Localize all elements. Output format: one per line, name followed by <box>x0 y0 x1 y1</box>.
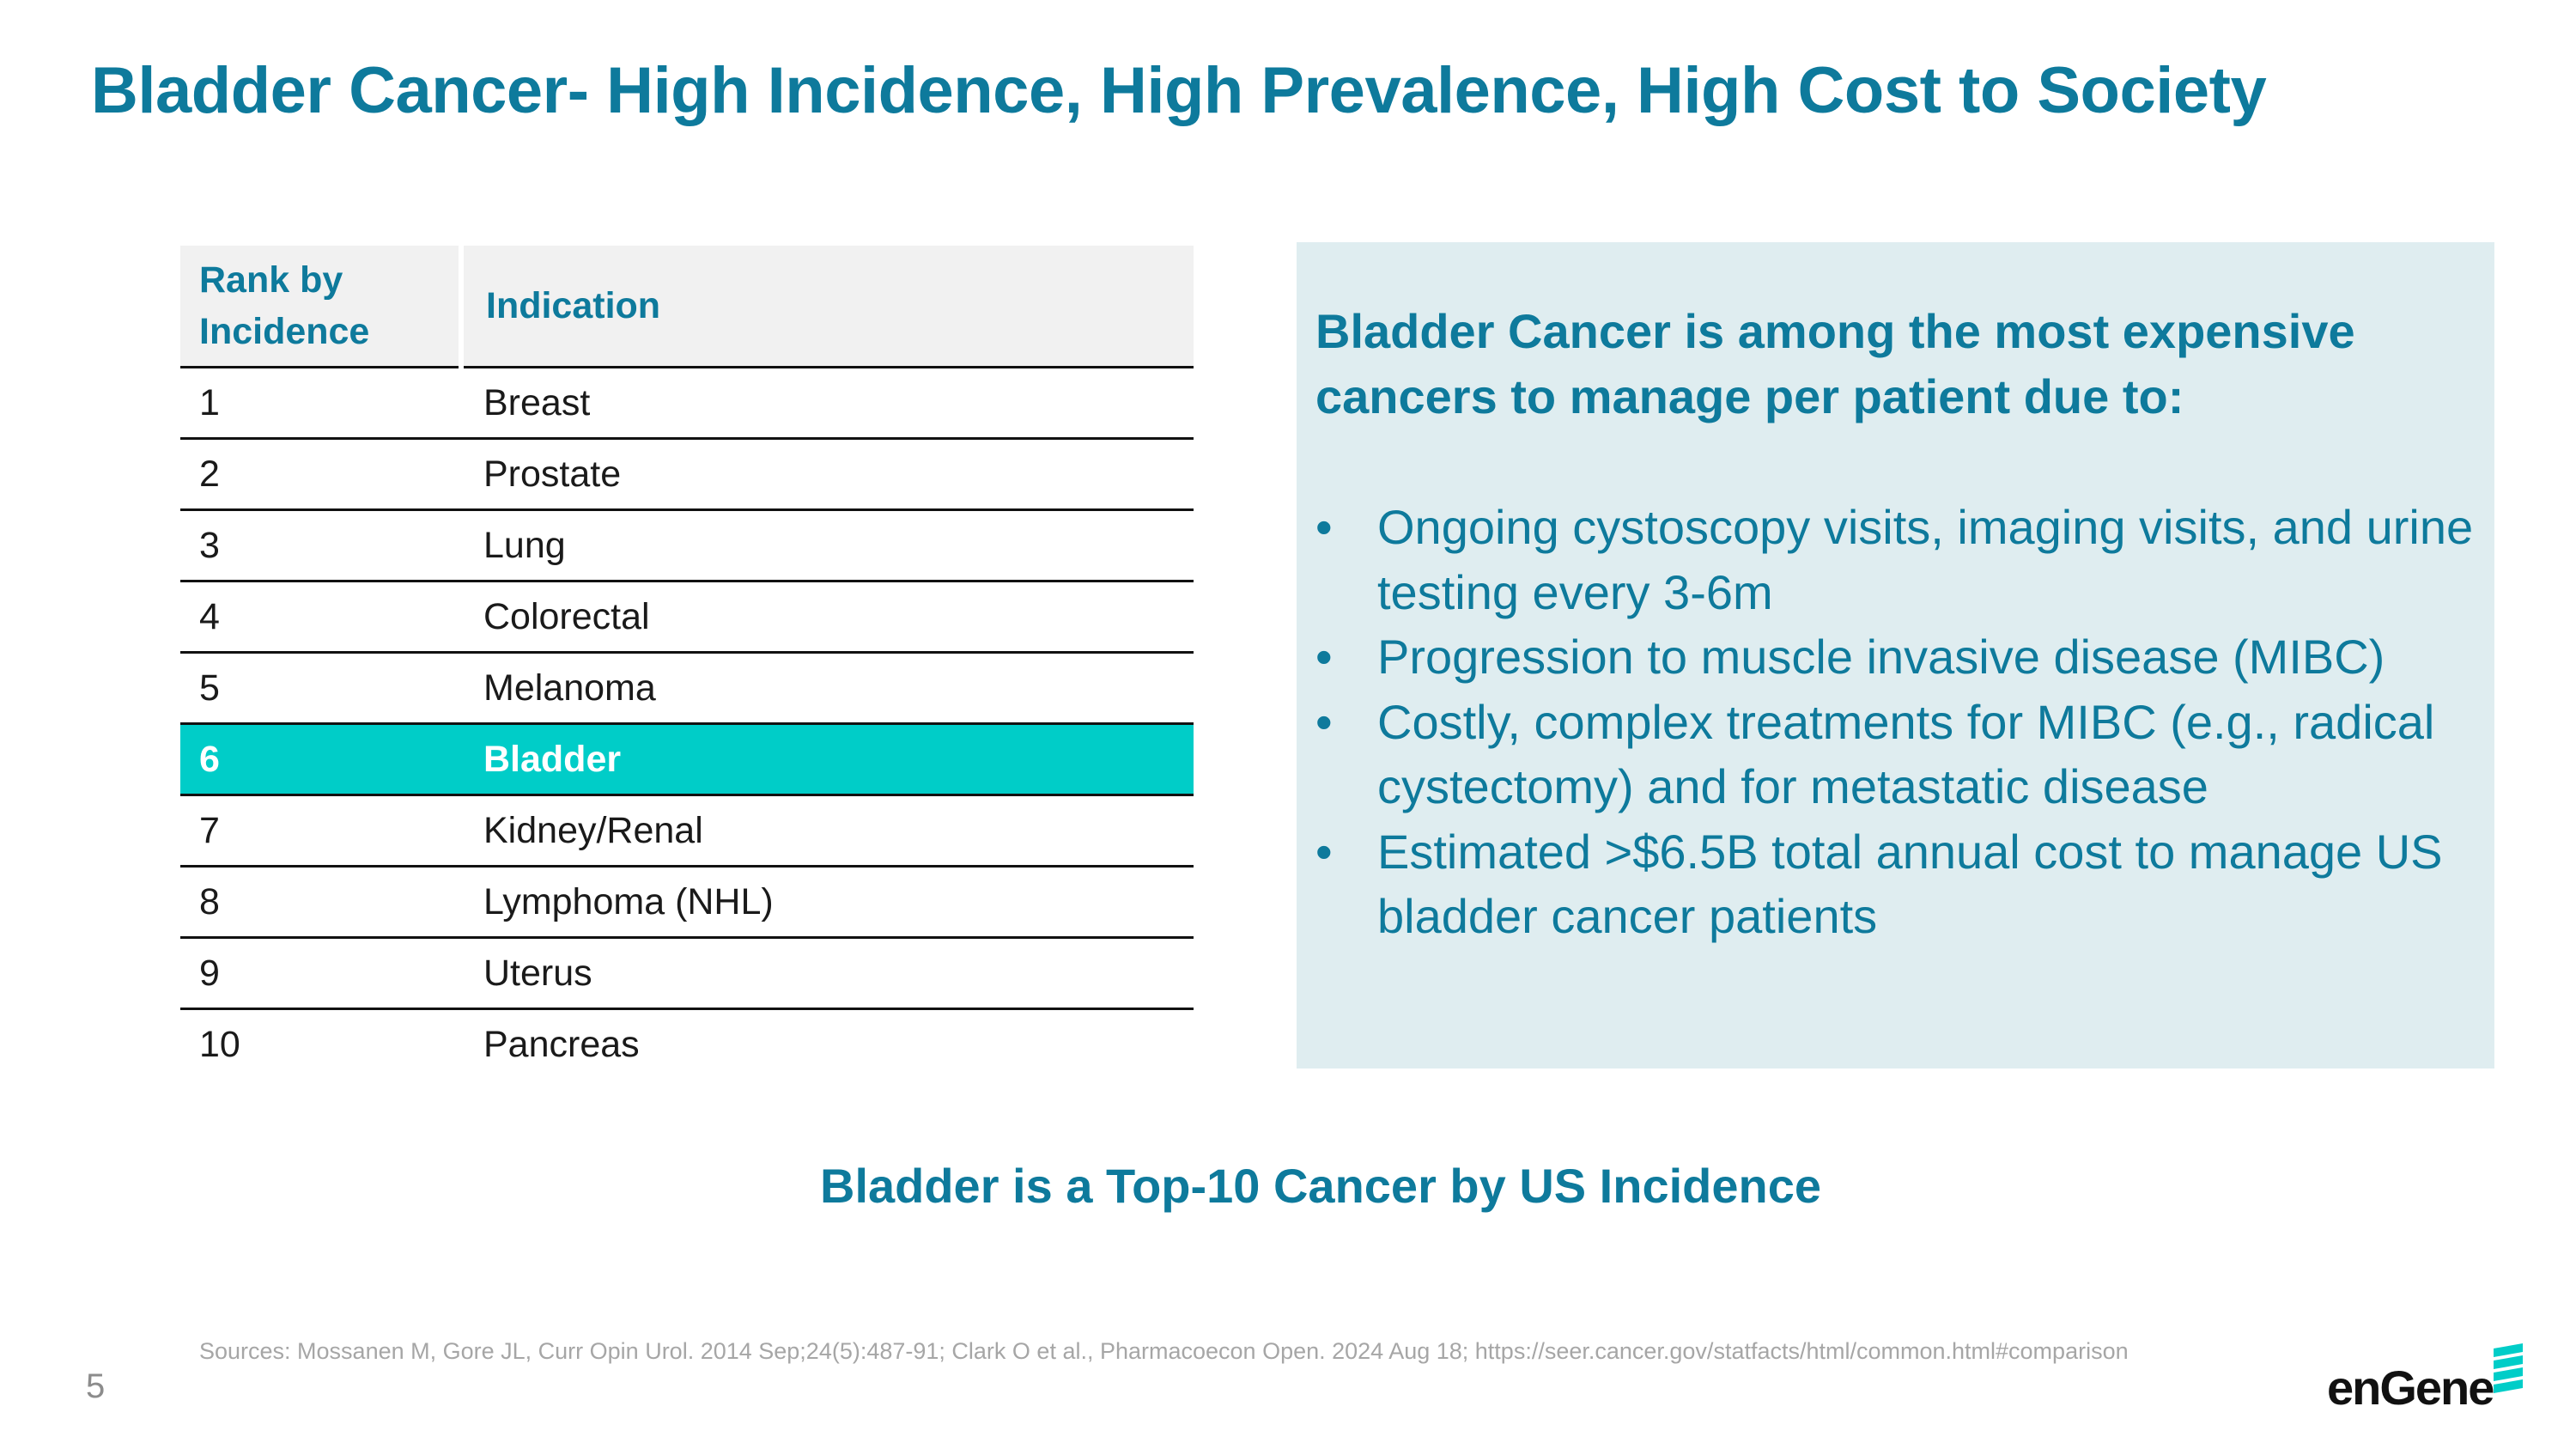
bullet-text: Estimated >$6.5B total annual cost to ma… <box>1377 824 2443 944</box>
slide-title: Bladder Cancer- High Incidence, High Pre… <box>91 54 2267 127</box>
table-row-highlighted: 6 Bladder <box>180 723 1194 796</box>
indication-cell: Lung <box>461 509 1194 582</box>
rank-cell: 10 <box>199 1023 240 1065</box>
table-row: 8 Lymphoma (NHL) <box>180 866 1194 939</box>
sources-footnote: Sources: Mossanen M, Gore JL, Curr Opin … <box>199 1338 2129 1364</box>
logo-wordmark: enGene <box>2327 1361 2494 1415</box>
company-logo: enGene <box>2327 1343 2533 1416</box>
table-row: 4 Colorectal <box>180 581 1194 654</box>
list-item: • Progression to muscle invasive disease… <box>1315 624 2476 690</box>
table-row: 5 Melanoma <box>180 652 1194 725</box>
rank-cell: 3 <box>180 509 461 582</box>
table-row: 10 Pancreas <box>180 1009 1194 1080</box>
page-number: 5 <box>86 1367 106 1405</box>
indication-cell: Melanoma <box>461 652 1194 725</box>
stacked-bars-logo-icon <box>2494 1343 2523 1393</box>
rank-cell: 9 <box>180 937 461 1010</box>
incidence-rank-table: Rank by Incidence Indication 1 Breast 2 … <box>180 246 1194 1079</box>
panel-heading: Bladder Cancer is among the most expensi… <box>1315 304 2355 423</box>
table-row: 1 Breast <box>180 367 1194 440</box>
table-row: 2 Prostate <box>180 438 1194 511</box>
bullet-text: Costly, complex treatments for MIBC (e.g… <box>1377 694 2435 814</box>
bullet-icon: • <box>1315 824 1333 879</box>
bullet-icon: • <box>1315 694 1333 749</box>
table-row: 9 Uterus <box>180 937 1194 1010</box>
bullet-text: Ongoing cystoscopy visits, imaging visit… <box>1377 500 2474 619</box>
indication-cell: Prostate <box>461 438 1194 511</box>
rank-cell: 8 <box>180 866 461 939</box>
indication-cell: Uterus <box>461 937 1194 1010</box>
bullet-text: Progression to muscle invasive disease (… <box>1377 630 2385 684</box>
cost-info-panel: Bladder Cancer is among the most expensi… <box>1297 242 2494 1068</box>
table-header-row: Rank by Incidence Indication <box>180 246 1194 368</box>
indication-cell: Pancreas <box>483 1023 640 1065</box>
tagline: Bladder is a Top-10 Cancer by US Inciden… <box>820 1159 1821 1213</box>
rank-cell: 5 <box>180 652 461 725</box>
list-item: • Ongoing cystoscopy visits, imaging vis… <box>1315 495 2476 624</box>
indication-cell: Kidney/Renal <box>461 795 1194 868</box>
rank-column-header: Rank by Incidence <box>180 246 464 368</box>
rank-cell: 1 <box>180 367 461 440</box>
bullet-icon: • <box>1315 630 1333 684</box>
table-row: 7 Kidney/Renal <box>180 795 1194 868</box>
rank-cell: 2 <box>180 438 461 511</box>
rank-cell: 7 <box>180 795 461 868</box>
indication-cell: Breast <box>461 367 1194 440</box>
list-item: • Estimated >$6.5B total annual cost to … <box>1315 819 2476 949</box>
rank-cell: 4 <box>180 581 461 654</box>
table-row: 3 Lung <box>180 509 1194 582</box>
indication-column-header: Indication <box>461 246 1194 368</box>
bullet-icon: • <box>1315 500 1333 554</box>
list-item: • Costly, complex treatments for MIBC (e… <box>1315 690 2476 819</box>
cost-reasons-list: • Ongoing cystoscopy visits, imaging vis… <box>1315 495 2476 949</box>
rank-cell: 6 <box>180 723 461 796</box>
indication-cell: Bladder <box>461 723 1194 796</box>
indication-cell: Lymphoma (NHL) <box>461 866 1194 939</box>
indication-cell: Colorectal <box>461 581 1194 654</box>
